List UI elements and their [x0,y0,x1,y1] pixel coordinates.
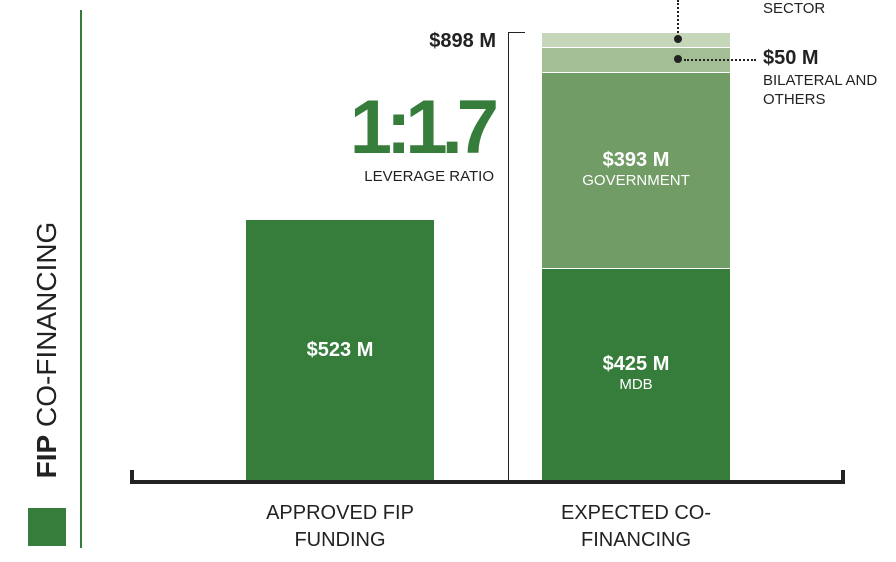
baseline [130,480,845,484]
total-bracket [508,32,525,481]
baseline-end [841,470,845,484]
title-swatch [28,508,66,546]
value-label: $523 M [306,338,374,361]
value-label: $393 M [602,148,670,171]
callout-value: $50 M [763,47,819,70]
left-rule [80,10,82,548]
bar-segment: $523 M [246,219,434,480]
segment-name: GOVERNMENT [582,171,690,189]
title: FIP CO-FINANCING [31,222,63,479]
x-tick-label: APPROVED FIP FUNDING [266,502,414,551]
callout-leader [684,59,756,62]
value-label: $425 M [602,352,670,375]
callout-leader [677,0,679,34]
x-tick-label: EXPECTED CO-FINANCING [560,502,712,551]
bar-segment [542,46,730,72]
title-strong: FIP [31,434,62,479]
callout-dot [674,35,682,44]
bar-segment: $425 M MDB [542,267,730,480]
ratio: 1:1.7 [349,85,499,170]
bar-segment: $393 M GOVERNMENT [542,71,730,268]
bar-segment [542,32,730,47]
callout-dot [674,55,682,64]
ratio-label: LEVERAGE RATIO [364,168,494,185]
segment-name: MDB [619,375,653,393]
callout-name: BILATERAL AND OTHERS [763,72,878,109]
total-label: $898 M [429,30,496,52]
segment-label: $393 M GOVERNMENT [542,149,730,189]
segment-label: $425 M MDB [542,353,730,393]
segment-label: $523 M [246,339,434,362]
title-rest: CO-FINANCING [31,221,62,427]
callout-name: SECTOR [763,0,826,17]
baseline-end [130,470,134,484]
